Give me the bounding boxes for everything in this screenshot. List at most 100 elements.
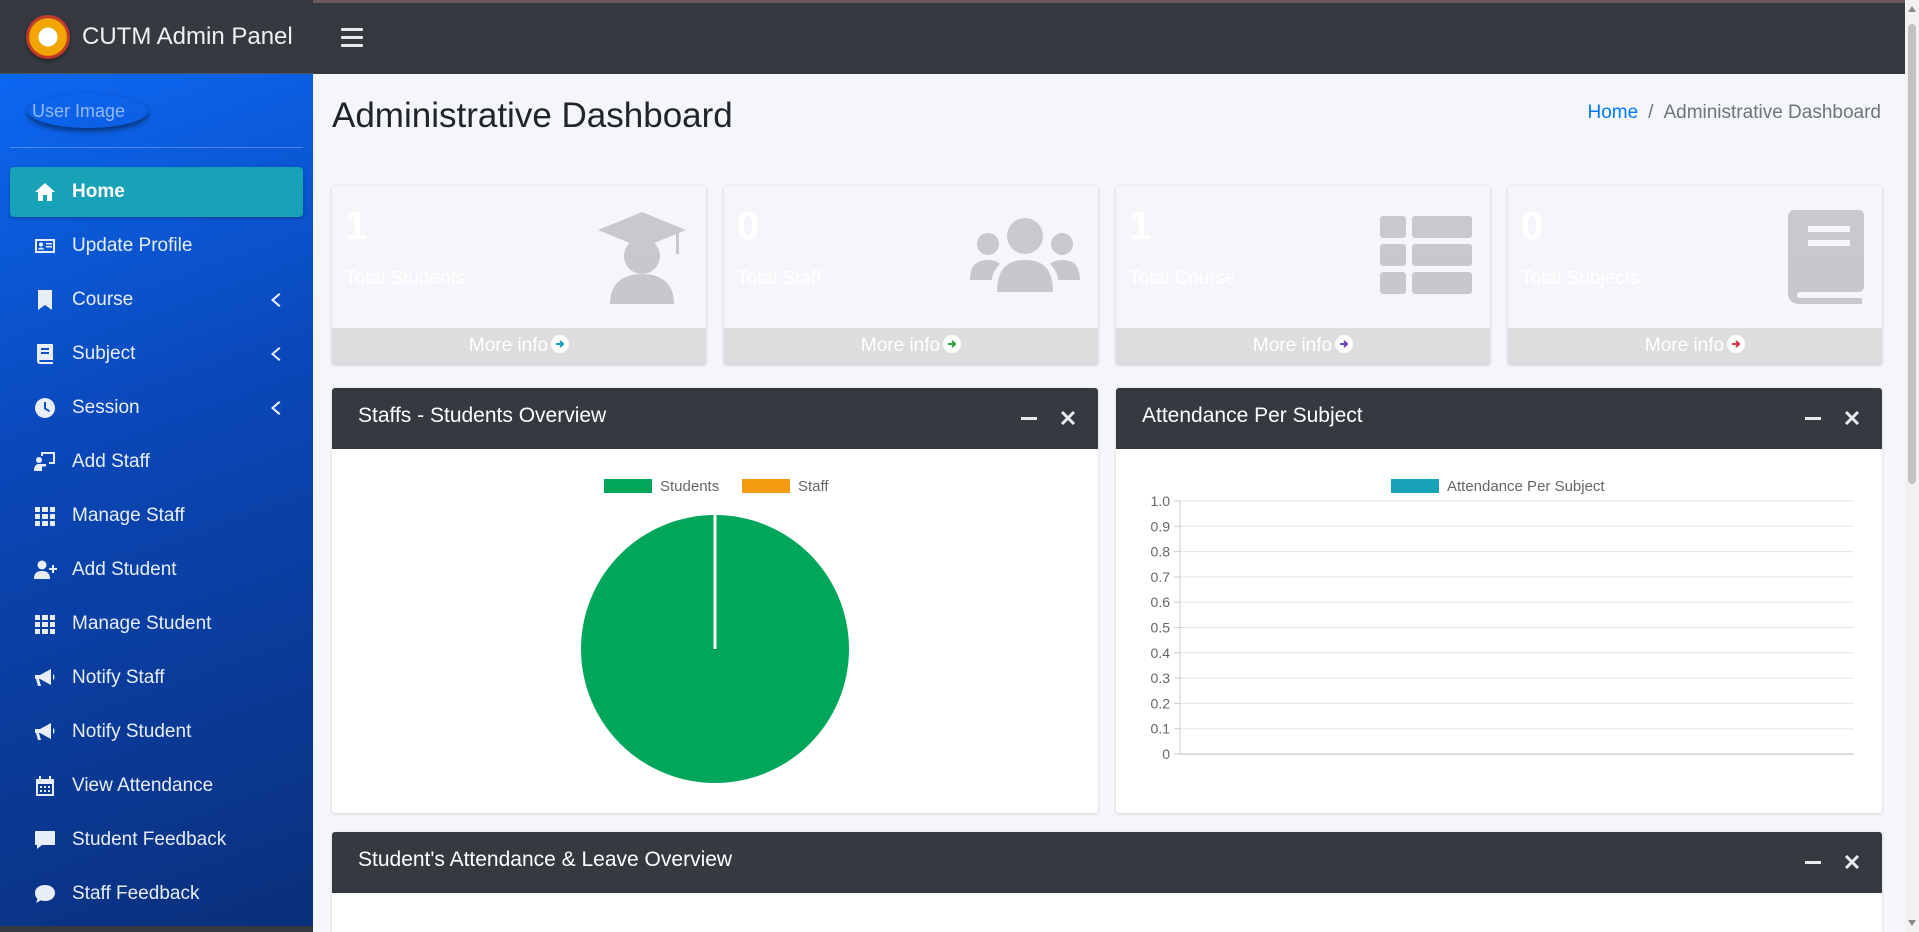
- sidebar-item-home[interactable]: Home: [10, 167, 303, 217]
- users-icon: [970, 208, 1080, 304]
- y-tick-label: 0.2: [1151, 695, 1171, 711]
- bar-chart: Attendance Per Subject 1.0 0.9 0.8 0.7 0.6 0.5…: [1151, 478, 1854, 762]
- stat-value: 0: [1521, 204, 1544, 248]
- sidebar-item-label: Notify Student: [72, 721, 192, 742]
- stat-label: Total Staff: [737, 268, 822, 289]
- stat-value: 1: [1129, 204, 1152, 248]
- sidebar-item-manage-staff[interactable]: Manage Staff: [10, 491, 303, 541]
- sidebar-item-label: Add Student: [72, 559, 177, 580]
- page-scrollbar[interactable]: [1905, 0, 1919, 932]
- y-tick-label: 0: [1162, 746, 1170, 762]
- sidebar-nav: Home Update Profile Course Subject Session Ad…: [0, 148, 313, 919]
- more-info-link[interactable]: More info: [724, 328, 1098, 364]
- attendance-card-header: Attendance Per Subject: [1116, 388, 1882, 449]
- stat-box-total-course: 1 Total Course More info: [1116, 186, 1490, 364]
- pie-chart: Students Staff: [581, 478, 849, 783]
- stat-label: Total Course: [1129, 268, 1236, 289]
- legend-swatch-students[interactable]: [604, 479, 652, 493]
- sidebar-item-notify-staff[interactable]: Notify Staff: [10, 653, 303, 703]
- th-list-icon: [1378, 208, 1474, 304]
- top-navbar: [313, 0, 1905, 74]
- clock-icon: [32, 395, 58, 421]
- overview-card: Staffs - Students Overview Students Staff: [332, 388, 1098, 813]
- more-info-label: More info: [468, 335, 549, 356]
- leave-card-header: Student's Attendance & Leave Overview: [332, 832, 1882, 893]
- close-icon[interactable]: [1843, 853, 1861, 871]
- sidebar-item-add-student[interactable]: Add Student: [10, 545, 303, 595]
- sidebar-item-add-staff[interactable]: Add Staff: [10, 437, 303, 487]
- megaphone-icon: [32, 665, 58, 691]
- calendar-icon: [32, 773, 58, 799]
- attendance-card-title: Attendance Per Subject: [1142, 404, 1363, 427]
- leave-card-title: Student's Attendance & Leave Overview: [358, 848, 733, 871]
- collapse-icon[interactable]: [1805, 417, 1821, 420]
- legend-label-students: Students: [660, 478, 719, 495]
- stat-boxes: 1 Total Students More info 0 Total Staff…: [332, 186, 1882, 364]
- arrow-circle-right-icon: [1335, 335, 1354, 353]
- stat-box-total-staff: 0 Total Staff More info: [724, 186, 1098, 364]
- sidebar-item-label: Session: [72, 397, 140, 418]
- grid-icon: [32, 611, 58, 637]
- sidebar-item-label: Home: [72, 181, 125, 202]
- stat-box-total-subjects: 0 Total Subjects More info: [1508, 186, 1882, 364]
- sidebar-item-subject[interactable]: Subject: [10, 329, 303, 379]
- y-tick-label: 0.4: [1151, 645, 1171, 661]
- sidebar-item-label: Update Profile: [72, 235, 193, 256]
- menu-toggle-icon[interactable]: [341, 28, 363, 48]
- breadcrumb-home-link[interactable]: Home: [1587, 102, 1639, 123]
- legend-swatch-attendance[interactable]: [1391, 479, 1439, 493]
- book-icon: [1786, 208, 1866, 304]
- brand-logo: [26, 14, 70, 59]
- graduate-icon: [594, 208, 690, 304]
- bookmark-icon: [32, 287, 58, 313]
- sidebar-item-label: Student Feedback: [72, 829, 227, 850]
- close-icon[interactable]: [1843, 409, 1861, 427]
- close-icon[interactable]: [1059, 409, 1077, 427]
- y-tick-label: 0.8: [1151, 544, 1171, 560]
- sidebar-item-label: Notify Staff: [72, 667, 165, 688]
- grid-icon: [32, 503, 58, 529]
- breadcrumb-separator: /: [1648, 102, 1654, 123]
- chevron-left-icon: [269, 292, 281, 308]
- legend-swatch-staff[interactable]: [742, 479, 790, 493]
- sidebar-item-label: Manage Student: [72, 613, 212, 634]
- overview-card-title: Staffs - Students Overview: [358, 404, 607, 427]
- sidebar-item-session[interactable]: Session: [10, 383, 303, 433]
- sidebar-item-student-feedback[interactable]: Student Feedback: [10, 815, 303, 865]
- more-info-link[interactable]: More info: [332, 328, 706, 364]
- main-content: Administrative Dashboard Home / Administra…: [313, 74, 1905, 932]
- legend-label-staff: Staff: [798, 478, 829, 495]
- sidebar-item-view-attendance[interactable]: View Attendance: [10, 761, 303, 811]
- overview-card-header: Staffs - Students Overview: [332, 388, 1098, 449]
- sidebar-item-staff-feedback[interactable]: Staff Feedback: [10, 869, 303, 919]
- brand-link[interactable]: CUTM Admin Panel: [0, 0, 313, 74]
- stat-label: Total Subjects: [1521, 268, 1640, 289]
- breadcrumb-current: Administrative Dashboard: [1663, 102, 1881, 123]
- book-icon: [32, 341, 58, 367]
- brand-title: CUTM Admin Panel: [82, 22, 293, 50]
- sidebar: CUTM Admin Panel User Image Home Update P…: [0, 0, 313, 932]
- y-tick-label: 0.7: [1151, 569, 1171, 585]
- sidebar-item-notify-student[interactable]: Notify Student: [10, 707, 303, 757]
- more-info-label: More info: [1644, 335, 1725, 356]
- sidebar-item-label: Manage Staff: [72, 505, 185, 526]
- collapse-icon[interactable]: [1805, 861, 1821, 864]
- more-info-link[interactable]: More info: [1508, 328, 1882, 364]
- collapse-icon[interactable]: [1021, 417, 1037, 420]
- user-avatar[interactable]: User Image: [28, 94, 148, 128]
- sidebar-bottom-bar: [0, 926, 313, 932]
- arrow-circle-right-icon: [943, 335, 962, 353]
- sidebar-item-update-profile[interactable]: Update Profile: [10, 221, 303, 271]
- chevron-left-icon: [269, 400, 281, 416]
- scroll-down-icon[interactable]: [1908, 920, 1916, 926]
- home-icon: [32, 179, 58, 205]
- scrollbar-thumb[interactable]: [1908, 24, 1916, 484]
- leave-card: Student's Attendance & Leave Overview: [332, 832, 1882, 932]
- stat-value: 0: [737, 204, 760, 248]
- sidebar-item-manage-student[interactable]: Manage Student: [10, 599, 303, 649]
- attendance-card: Attendance Per Subject Attendance Per Su…: [1116, 388, 1882, 813]
- sidebar-item-course[interactable]: Course: [10, 275, 303, 325]
- scroll-up-icon[interactable]: [1908, 6, 1916, 12]
- sidebar-item-label: View Attendance: [72, 775, 214, 796]
- more-info-link[interactable]: More info: [1116, 328, 1490, 364]
